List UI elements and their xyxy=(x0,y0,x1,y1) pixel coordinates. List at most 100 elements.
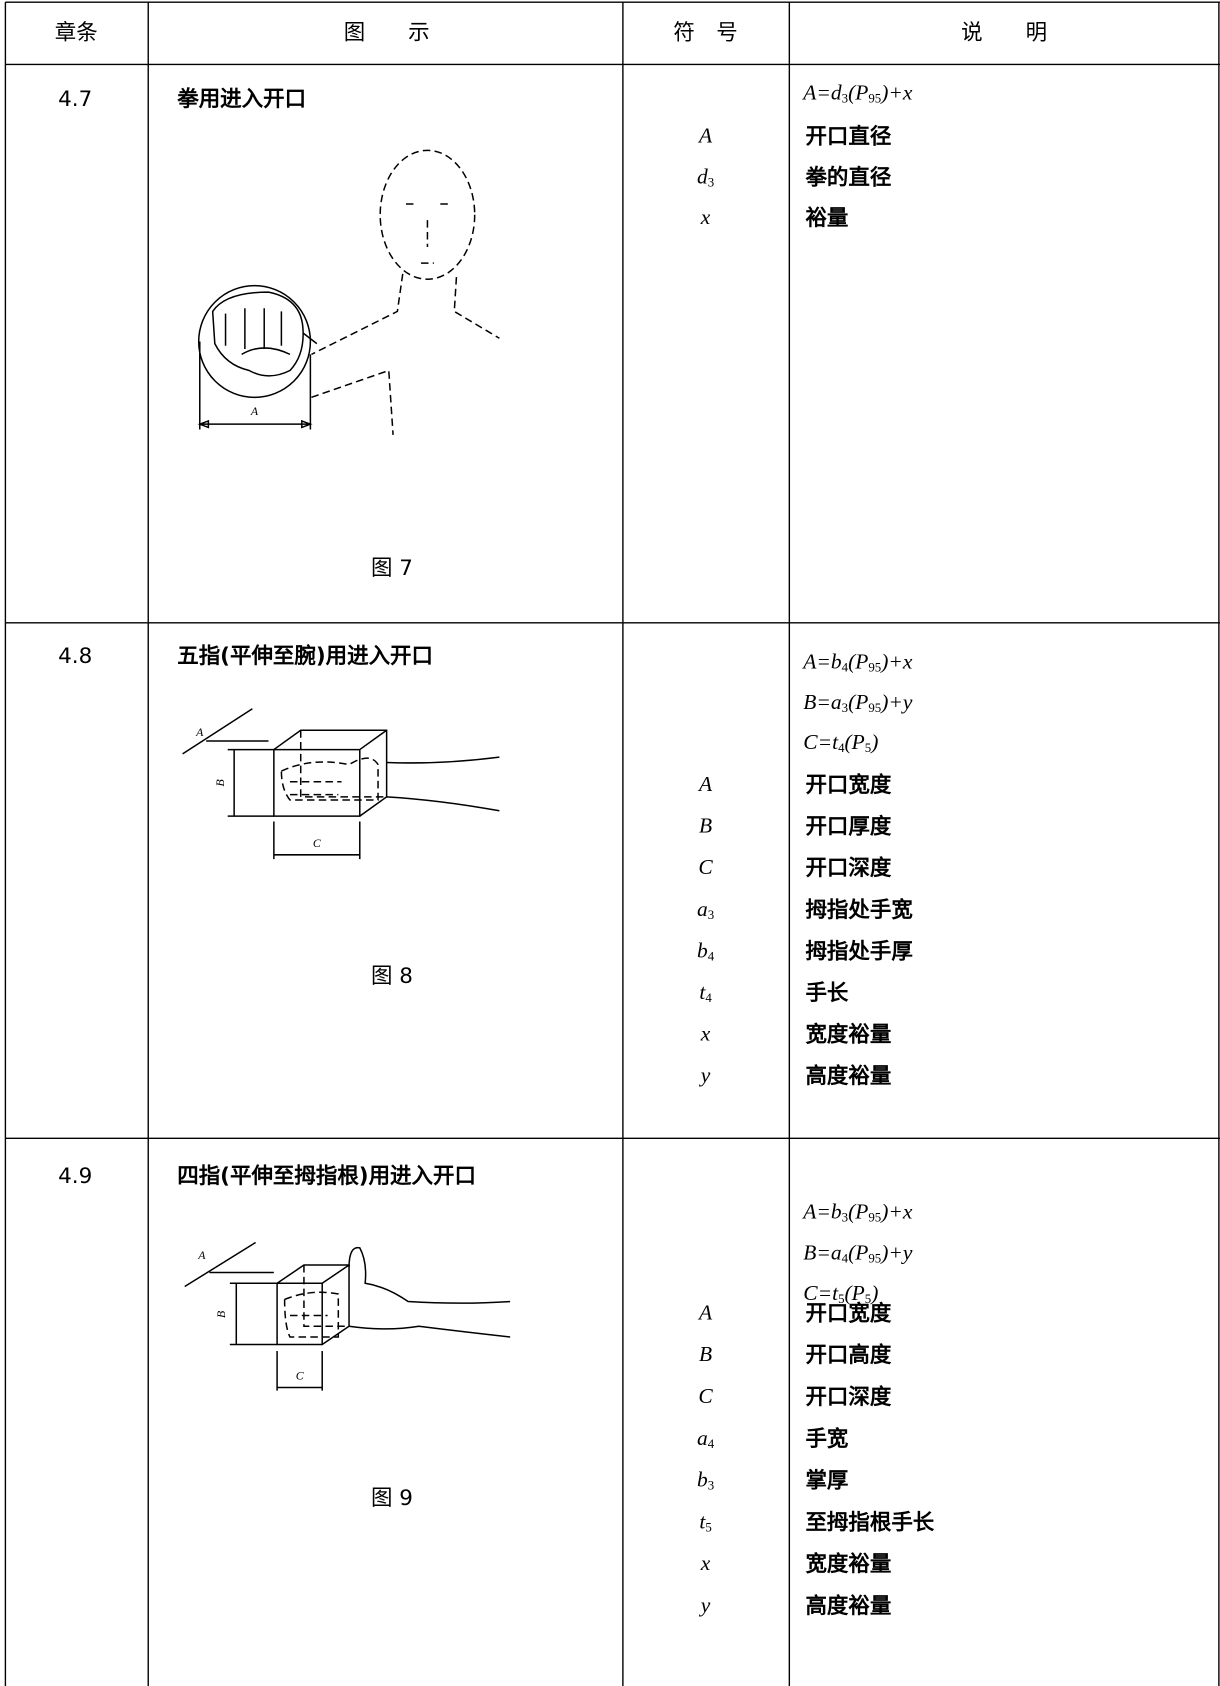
fist xyxy=(211,291,318,377)
math-part: B=a xyxy=(803,1240,841,1264)
math-part: ) xyxy=(869,1281,878,1305)
math-part: (P xyxy=(848,80,868,104)
subscript: 4 xyxy=(842,1252,849,1266)
formula: C=t5(P5) xyxy=(803,1281,878,1306)
math-part: y xyxy=(699,1063,711,1087)
formula: A=b3(P95)+x xyxy=(801,1199,913,1224)
description: 开口厚度 xyxy=(805,814,891,840)
symbol: y xyxy=(699,1593,711,1617)
subscript: 3 xyxy=(842,92,848,106)
figure-caption: 拳用进入开口 xyxy=(177,86,306,112)
subscript: 95 xyxy=(868,1252,881,1266)
subscript: 3 xyxy=(708,1479,714,1493)
face xyxy=(405,203,449,264)
math-part: x xyxy=(700,205,711,229)
math-part: B xyxy=(699,1342,712,1366)
description: 手宽 xyxy=(805,1426,848,1452)
math-part: b xyxy=(697,1467,708,1491)
math-part: t xyxy=(699,1509,706,1533)
figure-label: A xyxy=(250,404,259,418)
table-rules xyxy=(4,1,1220,1686)
subscript: 95 xyxy=(868,92,881,106)
figure-label: B xyxy=(214,1311,228,1318)
clause: 4.9 xyxy=(58,1164,92,1189)
figure-8-drawing xyxy=(182,708,500,860)
description: 手长 xyxy=(805,981,848,1006)
header-cell: 说 明 xyxy=(961,20,1047,45)
math-part: A xyxy=(697,123,713,147)
description: 宽度裕量 xyxy=(805,1021,891,1047)
description: 开口宽度 xyxy=(805,772,891,798)
math-part: (P xyxy=(848,1199,868,1223)
symbol: d3 xyxy=(697,164,714,189)
math-part: d xyxy=(697,164,708,188)
description: 至拇指根手长 xyxy=(805,1510,934,1535)
box xyxy=(273,729,388,817)
math-part: (P xyxy=(848,1240,868,1264)
description: 掌厚 xyxy=(805,1469,848,1494)
math-part: )+y xyxy=(879,690,913,714)
clause: 4.7 xyxy=(58,87,92,112)
formula: A=d3(P95)+x xyxy=(801,80,913,105)
math-part: A=b xyxy=(801,1199,842,1223)
fist-circle xyxy=(197,284,312,399)
figure-caption: 四指(平伸至拇指根)用进入开口 xyxy=(177,1164,476,1189)
symbol: x xyxy=(700,1551,711,1575)
clause: 4.8 xyxy=(58,644,92,669)
box-hidden xyxy=(299,730,387,798)
math-part: a xyxy=(697,897,708,921)
symbol: b3 xyxy=(697,1467,714,1492)
description: 开口高度 xyxy=(805,1342,891,1368)
header-cell: 章条 xyxy=(55,20,98,45)
math-part: a xyxy=(697,1426,708,1450)
math-part: b xyxy=(697,938,708,962)
description: 开口深度 xyxy=(805,1384,891,1410)
math-part: (P xyxy=(845,730,865,754)
symbol: x xyxy=(700,1021,711,1045)
figure-7-drawing xyxy=(197,149,500,435)
symbol: C xyxy=(698,1384,713,1408)
description: 开口宽度 xyxy=(805,1300,891,1326)
figure-number: 图 7 xyxy=(371,556,413,581)
subscript: 4 xyxy=(708,950,715,964)
formula: B=a4(P95)+y xyxy=(803,1240,913,1265)
description: 高度裕量 xyxy=(805,1593,891,1619)
formula: A=b4(P95)+x xyxy=(801,650,913,675)
figure-number: 图 8 xyxy=(371,964,413,989)
math-part: A=b xyxy=(801,650,842,674)
formula: B=a3(P95)+y xyxy=(803,690,913,715)
subscript: 95 xyxy=(868,701,881,715)
math-part: A xyxy=(697,772,713,796)
subscript: 4 xyxy=(842,661,849,675)
math-part: x xyxy=(700,1021,711,1045)
math-part: B xyxy=(699,814,712,838)
description: 开口深度 xyxy=(805,855,891,881)
subscript: 4 xyxy=(838,742,845,756)
math-part: (P xyxy=(848,650,868,674)
math-part: )+y xyxy=(879,1240,913,1264)
symbol: a4 xyxy=(697,1426,715,1451)
math-part: x xyxy=(700,1551,711,1575)
math-part: )+x xyxy=(879,650,913,674)
subscript: 3 xyxy=(842,1211,848,1225)
subscript: 3 xyxy=(708,908,714,922)
symbol: A xyxy=(697,1300,713,1324)
description: 拇指处手宽 xyxy=(805,897,913,923)
math-part: )+x xyxy=(879,80,913,104)
symbol: x xyxy=(700,205,711,229)
head xyxy=(379,149,476,280)
math-part: C=t xyxy=(803,1281,839,1305)
symbol: b4 xyxy=(697,938,715,963)
symbol: y xyxy=(699,1063,711,1087)
dimensions xyxy=(184,1241,323,1391)
figure-label: A xyxy=(195,725,204,739)
body-outline xyxy=(311,273,500,435)
symbol: C xyxy=(698,855,713,879)
math-part: (P xyxy=(848,690,868,714)
description: 高度裕量 xyxy=(805,1063,891,1089)
figure-9-drawing xyxy=(184,1241,511,1391)
figure-label: C xyxy=(296,1368,304,1382)
